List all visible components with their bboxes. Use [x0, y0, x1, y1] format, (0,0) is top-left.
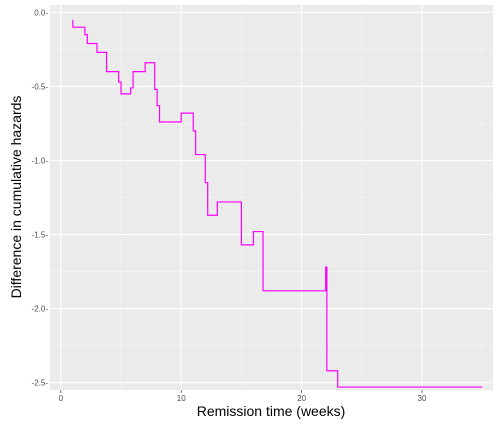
y-tick-label: -2.0-: [32, 305, 49, 314]
y-axis-ticks: 0.0- -0.5- -1.0- -1.5- -2.0- -2.5-: [32, 8, 49, 387]
x-tick-label: 0: [59, 394, 64, 403]
x-tick-label: 10: [177, 394, 186, 403]
minor-grid: [50, 5, 493, 390]
x-tick-label: 30: [418, 394, 427, 403]
y-axis-title: Difference in cumulative hazards: [8, 96, 24, 299]
series-line: [72, 19, 483, 388]
x-axis-ticks: 0 10 20 30: [59, 390, 427, 403]
major-grid: [50, 5, 493, 390]
series-layer: [72, 19, 483, 388]
y-tick-label: -0.5-: [32, 82, 49, 91]
y-tick-label: 0.0-: [34, 8, 48, 17]
x-axis-title: Remission time (weeks): [197, 403, 346, 419]
y-tick-label: -2.5-: [32, 379, 49, 388]
y-tick-label: -1.5-: [32, 231, 49, 240]
x-tick-label: 20: [297, 394, 306, 403]
y-tick-label: -1.0-: [32, 156, 49, 165]
